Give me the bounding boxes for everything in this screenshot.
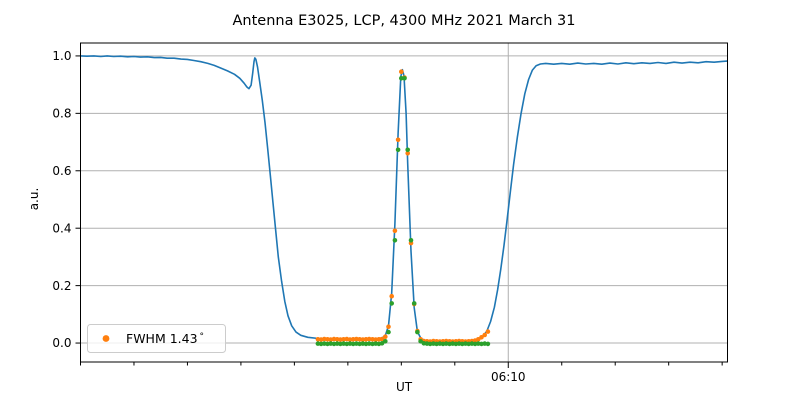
legend-box: [87, 324, 226, 353]
data-point: [392, 238, 398, 243]
data-point: [386, 329, 391, 335]
data-point: [379, 336, 385, 342]
data-point: [485, 329, 491, 334]
data-point: [389, 293, 395, 299]
data-point: [399, 69, 404, 74]
data-point: [408, 238, 414, 243]
x-tick-label: 06:10: [491, 370, 526, 384]
data-point: [415, 329, 420, 335]
data-point: [389, 301, 395, 306]
data-point: [405, 151, 411, 156]
data-point: [386, 324, 391, 330]
y-axis-label: a.u.: [27, 188, 41, 211]
data-point: [395, 137, 401, 143]
tick-label-layer: 06:10 0.0 0.2 0.4 0.6 0.8 1.0: [52, 49, 525, 384]
data-point: [405, 147, 411, 153]
y-tick-label: 0.2: [52, 279, 71, 293]
y-tick-label: 0.0: [52, 336, 71, 350]
legend-marker-dot-icon: [102, 335, 110, 342]
x-axis-label: UT: [396, 380, 413, 394]
series-layer: [79, 55, 728, 347]
y-tick-label: 0.4: [52, 221, 71, 235]
data-point: [383, 334, 388, 340]
data-point: [366, 341, 372, 346]
grid-layer: [80, 43, 728, 362]
legend-label-text: FWHM 1.43: [126, 331, 198, 346]
data-point: [399, 76, 404, 81]
data-point: [482, 332, 488, 338]
y-tick-label: 0.8: [52, 107, 71, 121]
legend-label: FWHM 1.43 °: [126, 331, 204, 346]
data-point: [328, 341, 334, 346]
frame-layer: [80, 42, 728, 363]
y-tick-label: 1.0: [52, 49, 71, 63]
data-point: [383, 339, 388, 344]
data-point: [485, 341, 491, 347]
chart-title: Antenna E3025, LCP, 4300 MHz 2021 March …: [233, 13, 576, 29]
data-point: [479, 335, 484, 340]
plot-frame: [80, 42, 728, 363]
series-scatter-fit: [315, 76, 491, 347]
data-point: [395, 147, 401, 153]
data-point: [392, 228, 398, 234]
legend-degree-symbol: °: [200, 332, 205, 342]
data-point: [411, 301, 417, 306]
tick-layer: [75, 55, 723, 368]
y-tick-label: 0.6: [52, 164, 71, 178]
series-scatter-measured: [315, 69, 491, 344]
legend: FWHM 1.43 °: [87, 324, 226, 353]
data-point: [402, 76, 407, 81]
data-point: [366, 336, 372, 342]
series-line-line: [79, 55, 728, 343]
data-point: [443, 341, 449, 346]
